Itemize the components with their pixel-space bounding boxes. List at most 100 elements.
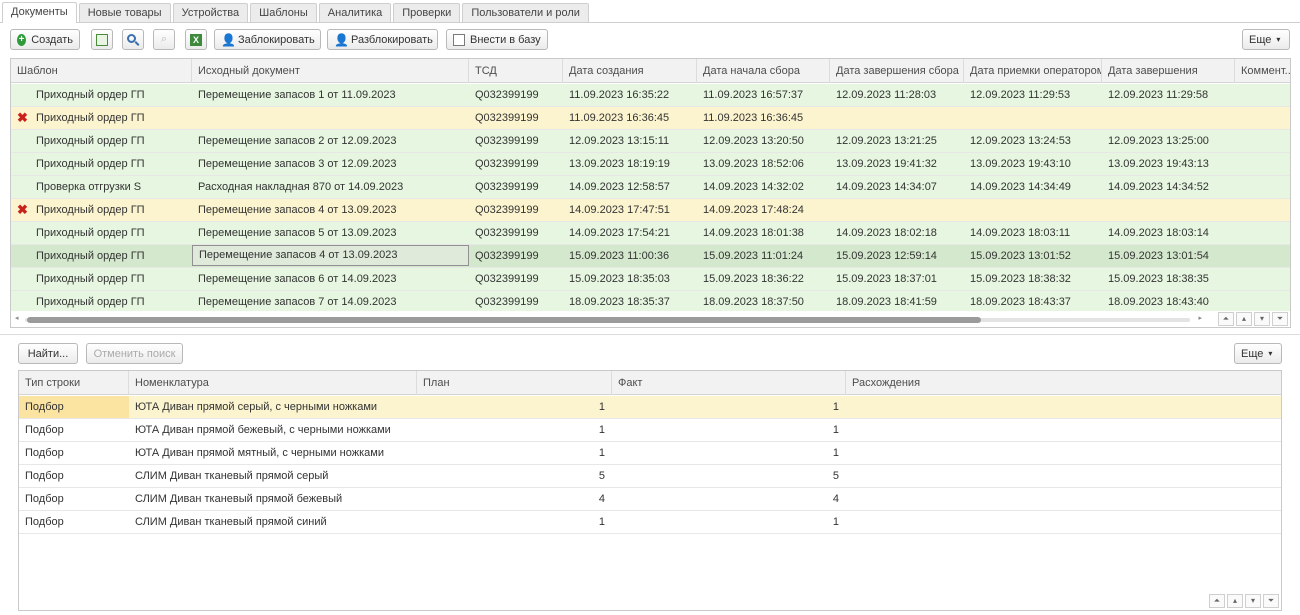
lines-table: Тип строки Номенклатура План Факт Расхож… <box>18 370 1282 611</box>
cell-template: Проверка отгрузки S <box>36 181 142 193</box>
cell-comment <box>1235 176 1290 198</box>
unlock-label: Разблокировать <box>351 33 433 46</box>
error-x-icon: ✖ <box>17 202 28 217</box>
cell-tsd: Q032399199 <box>475 89 539 101</box>
table-row[interactable]: Подбор СЛИМ Диван тканевый прямой синий 1 1 <box>19 511 1281 534</box>
horizontal-scrollbar[interactable]: ◂ ▸ ⏶ ▴ ▾ ⏷ <box>11 311 1290 327</box>
col-created[interactable]: Дата создания <box>563 59 697 83</box>
cell-template: Приходный ордер ГП <box>36 204 145 216</box>
cell-row-type: Подбор <box>19 396 129 418</box>
page-down-icon[interactable]: ▾ <box>1245 594 1261 608</box>
table-row[interactable]: Подбор СЛИМ Диван тканевый прямой серый 5 5 <box>19 465 1281 488</box>
cell-end-collect <box>830 107 964 129</box>
page-up-icon[interactable]: ▴ <box>1236 312 1252 326</box>
cell-completed: 12.09.2023 13:25:00 <box>1108 135 1209 147</box>
scroll-right-icon[interactable]: ▸ <box>1198 315 1202 322</box>
table-row[interactable]: Подбор ЮТА Диван прямой мятный, с черными… <box>19 442 1281 465</box>
col-end-collect[interactable]: Дата завершения сбора <box>830 59 964 83</box>
table-row[interactable]: Приходный ордер ГП Перемещение запасов 7 … <box>11 291 1290 314</box>
table-row[interactable]: Проверка отгрузки S Расходная накладная 8… <box>11 176 1290 199</box>
tab-checks[interactable]: Проверки <box>393 3 461 23</box>
cell-completed: 15.09.2023 13:01:54 <box>1108 250 1209 262</box>
documents-toolbar: + Создать ⌕ X 👤 Заблокировать 👤 Разблоки… <box>10 29 1290 52</box>
tab-devices[interactable]: Устройства <box>172 3 249 23</box>
add-to-db-button[interactable]: Внести в базу <box>446 29 548 50</box>
table-row[interactable]: Приходный ордер ГП Перемещение запасов 1 … <box>11 84 1290 107</box>
panel-divider[interactable] <box>0 334 1300 335</box>
cell-source-document: Перемещение запасов 2 от 12.09.2023 <box>198 135 397 147</box>
chevron-down-icon: ▾ <box>1276 35 1281 44</box>
table-row[interactable]: Подбор ЮТА Диван прямой бежевый, с черным… <box>19 419 1281 442</box>
cell-plan: 1 <box>598 424 605 436</box>
create-button[interactable]: + Создать <box>10 29 80 50</box>
cancel-search-text-button[interactable]: Отменить поиск <box>86 343 183 364</box>
create-label: Создать <box>31 33 73 46</box>
cell-accepted: 12.09.2023 13:24:53 <box>970 135 1071 147</box>
col-nomenclature[interactable]: Номенклатура <box>129 371 417 395</box>
more-button[interactable]: Еще ▾ <box>1242 29 1290 50</box>
cell-end-collect: 14.09.2023 18:02:18 <box>836 227 937 239</box>
excel-button[interactable]: X <box>185 29 207 50</box>
cell-start: 12.09.2023 13:20:50 <box>703 135 804 147</box>
first-page-icon[interactable]: ⏶ <box>1218 312 1234 326</box>
col-fact[interactable]: Факт <box>612 371 846 395</box>
col-plan[interactable]: План <box>417 371 612 395</box>
col-template[interactable]: Шаблон <box>11 59 192 83</box>
col-comment[interactable]: Коммент... <box>1235 59 1290 83</box>
table-row[interactable]: Приходный ордер ГП Перемещение запасов 5 … <box>11 222 1290 245</box>
cell-comment <box>1235 84 1290 106</box>
cell-comment <box>1235 268 1290 290</box>
cell-template: Приходный ордер ГП <box>36 135 145 147</box>
copy-button[interactable] <box>91 29 113 50</box>
table-row[interactable]: Приходный ордер ГП Перемещение запасов 4 … <box>11 199 1290 222</box>
tab-users-roles[interactable]: Пользователи и роли <box>462 3 589 23</box>
cell-source-document: Перемещение запасов 6 от 14.09.2023 <box>198 273 397 285</box>
last-page-icon[interactable]: ⏷ <box>1272 312 1288 326</box>
cell-accepted: 12.09.2023 11:29:53 <box>970 89 1071 101</box>
table-row[interactable]: Приходный ордер ГП Перемещение запасов 6 … <box>11 268 1290 291</box>
tab-analytics[interactable]: Аналитика <box>318 3 392 23</box>
table-row[interactable]: Подбор ЮТА Диван прямой серый, с черными … <box>19 396 1281 419</box>
table-row[interactable]: Приходный ордер ГП Перемещение запасов 4 … <box>11 245 1290 268</box>
col-accepted[interactable]: Дата приемки оператором <box>964 59 1102 83</box>
cell-template: Приходный ордер ГП <box>36 273 145 285</box>
lines-more-button[interactable]: Еще ▾ <box>1234 343 1282 364</box>
cell-nomenclature: ЮТА Диван прямой мятный, с черными ножка… <box>135 447 384 459</box>
cell-completed <box>1102 199 1235 221</box>
col-row-type[interactable]: Тип строки <box>19 371 129 395</box>
last-page-icon[interactable]: ⏷ <box>1263 594 1279 608</box>
cell-created: 15.09.2023 18:35:03 <box>569 273 670 285</box>
tab-new-goods[interactable]: Новые товары <box>78 3 171 23</box>
unlock-button[interactable]: 👤 Разблокировать <box>327 29 438 50</box>
cell-completed <box>1102 107 1235 129</box>
page-up-icon[interactable]: ▴ <box>1227 594 1243 608</box>
cell-difference <box>846 419 1281 441</box>
more-label: Еще <box>1249 33 1272 46</box>
table-row[interactable]: Приходный ордер ГП Перемещение запасов 2 … <box>11 130 1290 153</box>
col-tsd[interactable]: ТСД <box>469 59 563 83</box>
col-source-document[interactable]: Исходный документ <box>192 59 469 83</box>
table-row[interactable]: Приходный ордер ГП Q032399199 11.09.2023 1… <box>11 107 1290 130</box>
col-start[interactable]: Дата начала сбора <box>697 59 830 83</box>
lock-button[interactable]: 👤 Заблокировать <box>214 29 321 50</box>
tab-documents[interactable]: Документы <box>2 2 77 23</box>
first-page-icon[interactable]: ⏶ <box>1209 594 1225 608</box>
copy-icon <box>96 33 108 46</box>
plus-icon: + <box>17 33 27 46</box>
col-completed[interactable]: Дата завершения <box>1102 59 1235 83</box>
search-off-icon: ⌕ <box>160 33 168 45</box>
table-row[interactable]: Приходный ордер ГП Перемещение запасов 3 … <box>11 153 1290 176</box>
scroll-thumb[interactable] <box>27 317 981 323</box>
tab-templates[interactable]: Шаблоны <box>250 3 317 23</box>
col-difference[interactable]: Расхождения <box>852 377 921 389</box>
find-button[interactable]: Найти... <box>18 343 78 364</box>
tab-bar: Документы Новые товары Устройства Шаблон… <box>2 2 591 23</box>
cancel-search-button[interactable]: ⌕ <box>153 29 175 50</box>
table-row[interactable]: Подбор СЛИМ Диван тканевый прямой бежевый… <box>19 488 1281 511</box>
scroll-left-icon[interactable]: ◂ <box>15 315 19 322</box>
cell-fact: 1 <box>832 401 839 413</box>
page-down-icon[interactable]: ▾ <box>1254 312 1270 326</box>
cell-completed: 13.09.2023 19:43:13 <box>1108 158 1209 170</box>
search-button[interactable] <box>122 29 144 50</box>
cell-start: 11.09.2023 16:57:37 <box>703 89 804 101</box>
